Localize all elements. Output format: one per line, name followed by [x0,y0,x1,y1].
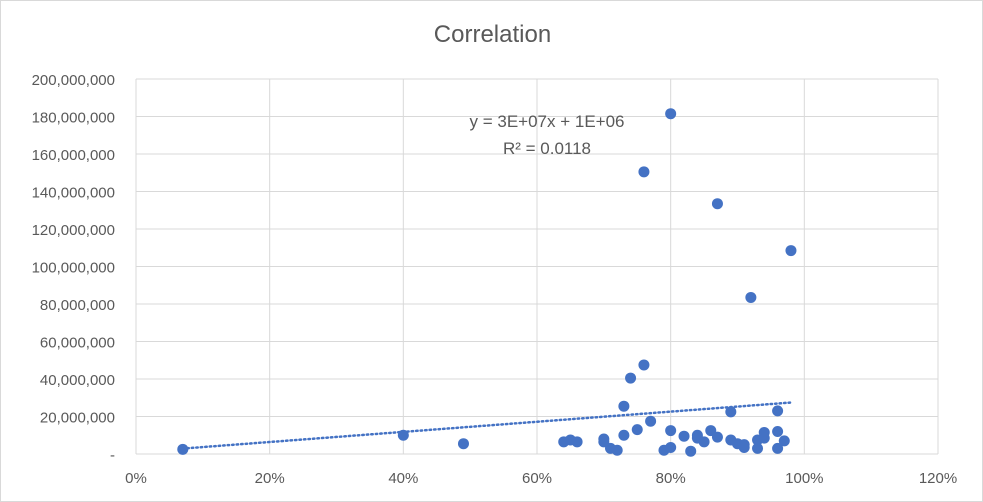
y-tick-label: 60,000,000 [40,335,115,352]
data-points [177,108,797,457]
data-point [665,108,677,120]
x-tick-label: 100% [785,470,823,487]
trendline-equation: y = 3E+07x + 1E+06 [469,112,624,131]
data-point [645,415,657,427]
x-tick-label: 120% [919,470,957,487]
data-point [625,372,637,384]
data-point [778,435,790,447]
data-point [678,430,690,442]
y-tick-label: 80,000,000 [40,297,115,314]
x-tick-label: 60% [522,470,552,487]
data-point [738,441,750,453]
data-point [758,432,770,444]
data-point [725,406,737,418]
data-point [745,291,757,303]
y-tick-label: - [110,447,115,464]
y-tick-label: 20,000,000 [40,410,115,427]
trendline [181,401,793,450]
data-point [711,198,723,210]
chart-title: Correlation [433,21,552,48]
trendline-line [181,401,793,450]
gridlines [135,78,939,455]
data-point [685,445,697,457]
data-point [631,424,643,436]
y-tick-label: 40,000,000 [40,372,115,389]
x-axis-tick-labels: 0% 20% 40% 60% 80% 100% 120% [125,470,957,487]
data-point [698,436,710,448]
x-tick-label: 20% [255,470,285,487]
y-tick-label: 160,000,000 [32,147,115,164]
data-point [618,429,630,441]
x-tick-label: 40% [388,470,418,487]
y-tick-label: 180,000,000 [32,110,115,127]
data-point [711,431,723,443]
data-point [611,444,623,456]
data-point [457,438,469,450]
y-tick-label: 140,000,000 [32,185,115,202]
data-point [638,166,650,178]
data-point [397,429,409,441]
data-point [571,436,583,448]
data-point [665,441,677,453]
data-point [177,443,189,455]
y-tick-label: 120,000,000 [32,222,115,239]
data-point [772,405,784,417]
trendline-r-squared: R² = 0.0118 [503,139,591,158]
y-axis-tick-labels: - 20,000,000 40,000,000 60,000,000 80,000,00… [32,72,115,464]
data-point [665,425,677,437]
data-point [618,400,630,412]
data-point [772,426,784,437]
x-tick-label: 0% [125,470,147,487]
y-tick-label: 200,000,000 [32,72,115,89]
data-point [752,442,764,454]
x-tick-label: 80% [656,470,686,487]
data-point [638,359,650,371]
data-point [772,442,784,454]
y-tick-label: 100,000,000 [32,260,115,277]
data-point [785,245,797,257]
